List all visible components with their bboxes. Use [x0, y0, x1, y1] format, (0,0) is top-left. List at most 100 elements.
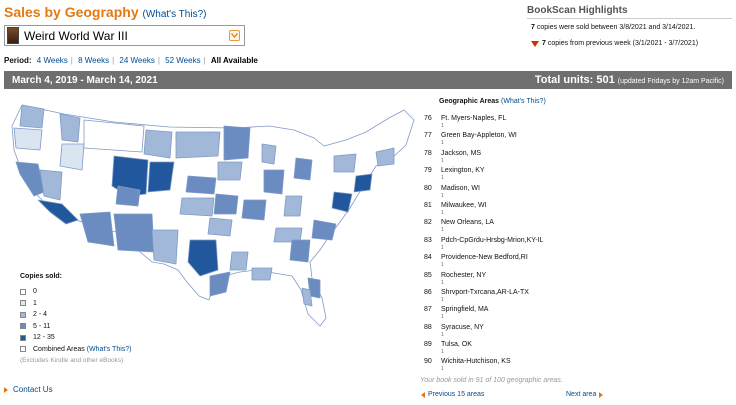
- highlights-week-sales: 7 copies were sold between 3/8/2021 and …: [531, 24, 695, 31]
- map-region-charlotte: [311, 219, 337, 241]
- list-item: 87 Springfield, MA 1: [424, 304, 724, 321]
- geo-name-text: Rochester, NY: [441, 271, 487, 279]
- geo-rank: 80: [424, 184, 432, 192]
- map-region-utah-south: [115, 185, 141, 207]
- previous-areas-link[interactable]: Previous 15 areas: [428, 391, 485, 398]
- geo-rank: 90: [424, 358, 432, 366]
- geo-area-list: 76 Ft. Myers-Naples, FL 1 77 Green Bay-Appl…: [424, 113, 724, 374]
- map-region-minneapolis: [223, 125, 251, 161]
- period-option-4-weeks[interactable]: 4 Weeks: [36, 56, 68, 65]
- combined-whats-this-link[interactable]: (What's This?): [86, 345, 132, 353]
- geo-count: 1: [441, 123, 444, 129]
- caret-left-icon: [421, 391, 425, 398]
- map-region-socal: [37, 199, 79, 225]
- map-region-shreveport: [229, 251, 249, 271]
- geo-rank: 86: [424, 288, 432, 296]
- list-item: 83 Pdch-CpGrdu-Hrsbg-Mrion,KY-IL 1: [424, 235, 724, 252]
- legend-label: 1: [33, 299, 37, 307]
- map-region-boise: [59, 143, 85, 171]
- geo-count: 1: [441, 140, 444, 147]
- list-item: 81 Milwaukee, WI 1: [424, 200, 724, 217]
- map-region-norcal: [15, 161, 45, 197]
- geo-count: 1: [441, 331, 444, 338]
- map-region-green-bay: [261, 143, 277, 165]
- period-option-24-weeks[interactable]: 24 Weeks: [119, 56, 155, 65]
- list-item: 84 Providence-New Bedford,RI 1: [424, 252, 724, 269]
- geo-name: Tulsa, OK 1: [441, 339, 472, 356]
- whats-this-link[interactable]: (What's This?): [142, 9, 207, 20]
- geo-name-text: Ft. Myers-Naples, FL: [441, 115, 507, 122]
- geo-areas-title: Geographic Areas: [439, 98, 500, 105]
- period-option-8-weeks[interactable]: 8 Weeks: [78, 56, 110, 65]
- map-region-st-louis: [241, 199, 267, 221]
- page-title-text: Sales by Geography: [4, 4, 139, 20]
- geo-rank: 82: [424, 219, 432, 227]
- map-region-indianapolis: [283, 195, 303, 217]
- geo-name-text: Jackson, MS: [441, 149, 482, 157]
- map-region-new-orleans: [251, 267, 273, 281]
- summary-band: March 4, 2019 - March 14, 2021 Total uni…: [4, 71, 732, 89]
- map-region-tampa: [301, 287, 313, 307]
- geo-count: 1: [441, 192, 444, 199]
- highlights-change: 7 copies from previous week (3/1/2021 - …: [531, 40, 698, 47]
- geo-rank: 84: [424, 254, 432, 262]
- geo-name-text: Providence-New Bedford,RI: [441, 254, 528, 262]
- geo-count: 1: [441, 296, 444, 303]
- map-region-tulsa: [207, 217, 233, 237]
- geo-whats-this-link[interactable]: (What's This?): [501, 98, 546, 105]
- geo-name: Shrvport-Txrcana,AR-LA-TX 1: [441, 287, 529, 304]
- map-region-boston: [375, 147, 395, 167]
- list-item: 82 New Orleans, LA 1: [424, 217, 724, 234]
- areas-sold-note: Your book sold in 91 of 100 geographic a…: [420, 377, 563, 384]
- map-region-phoenix: [79, 211, 115, 247]
- book-title-select[interactable]: Weird World War III: [4, 25, 245, 46]
- legend-label: 5 - 11: [33, 322, 51, 330]
- geo-rank: 85: [424, 271, 432, 279]
- geo-name-text: Syracuse, NY: [441, 323, 484, 331]
- legend-item-combined: Combined Areas (What's This?): [20, 344, 132, 356]
- list-item: 78 Jackson, MS 1: [424, 148, 724, 165]
- geo-rank: 83: [424, 236, 432, 244]
- map-region-omaha: [185, 175, 217, 195]
- list-item: 76 Ft. Myers-Naples, FL 1: [424, 113, 724, 130]
- map-region-denver: [147, 161, 175, 193]
- legend-item: 1: [20, 298, 132, 310]
- map-region-billings: [143, 129, 173, 159]
- legend-swatch: [20, 346, 26, 353]
- list-item: 90 Wichita-Hutchison, KS 1: [424, 356, 724, 373]
- geo-areas-header: Geographic Areas (What's This?): [439, 98, 546, 105]
- next-area: Next area: [566, 391, 604, 398]
- period-label: Period:: [4, 56, 32, 65]
- caret-right-icon: [599, 391, 604, 398]
- highlights-week-count: 7: [531, 24, 535, 31]
- geo-name-text: Green Bay-Appleton, WI: [441, 132, 517, 140]
- geo-name: Green Bay-Appleton, WI 1: [441, 130, 517, 147]
- period-option-52-weeks[interactable]: 52 Weeks: [165, 56, 201, 65]
- map-region-spokane: [59, 113, 81, 143]
- next-area-link[interactable]: Next area: [566, 391, 597, 398]
- list-item: 77 Green Bay-Appleton, WI 1: [424, 130, 724, 147]
- geo-name: Madison, WI 1: [441, 183, 480, 200]
- map-region-wichita: [179, 197, 215, 217]
- map-region-montana: [83, 119, 145, 153]
- geo-name-text: Pdch-CpGrdu-Hrsbg-Mrion,KY-IL: [441, 236, 544, 244]
- contact-us-link[interactable]: Contact Us: [13, 385, 53, 394]
- geo-name-text: Tulsa, OK: [441, 341, 472, 349]
- map-region-west-tx: [151, 229, 179, 265]
- geo-name-text: Milwaukee, WI: [441, 201, 487, 209]
- update-note: (updated Fridays by 12am Pacific): [617, 78, 724, 85]
- caret-right-icon: [4, 386, 8, 393]
- geo-name: Lexington, KY 1: [441, 165, 485, 182]
- geo-name: New Orleans, LA 1: [441, 217, 494, 234]
- chevron-down-icon[interactable]: [229, 30, 240, 41]
- geo-name: Rochester, NY 1: [441, 270, 486, 287]
- total-units: Total units: 501 (updated Fridays by 12a…: [535, 74, 724, 86]
- period-selector: Period: 4 Weeks | 8 Weeks | 24 Weeks | 52 W…: [4, 56, 258, 65]
- legend-label: 12 - 35: [33, 334, 55, 342]
- list-item: 85 Rochester, NY 1: [424, 270, 724, 287]
- geo-name: Ft. Myers-Naples, FL 1: [441, 113, 506, 130]
- previous-areas: Previous 15 areas: [421, 391, 484, 398]
- geo-count: 1: [441, 244, 444, 251]
- geo-rank: 87: [424, 306, 432, 314]
- legend-note: (Excludes Kindle and other eBooks): [20, 357, 124, 364]
